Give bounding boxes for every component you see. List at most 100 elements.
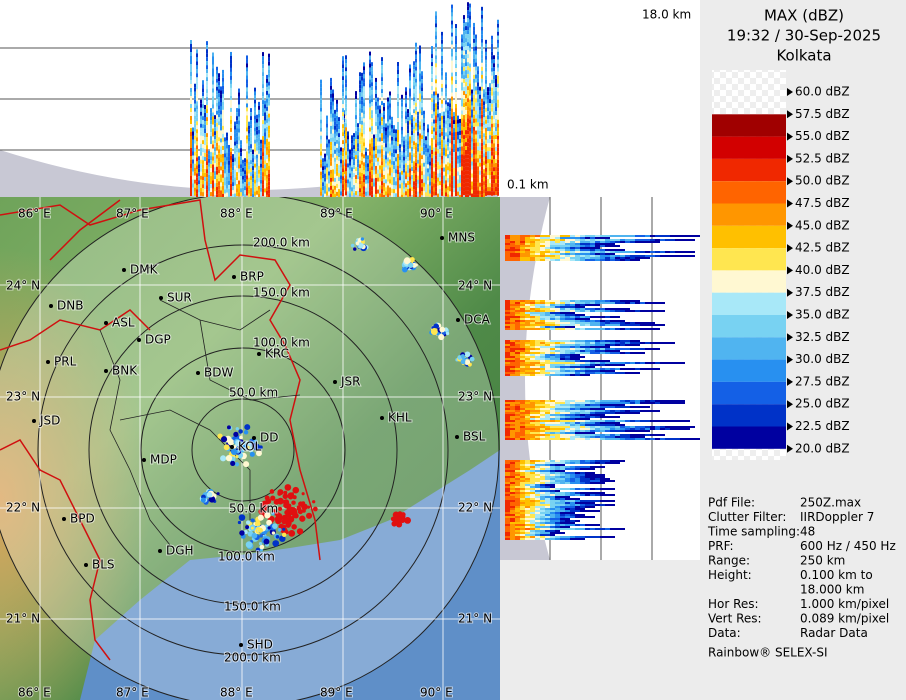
echo	[635, 362, 640, 364]
echo	[415, 74, 417, 79]
echo	[640, 324, 645, 326]
echo	[487, 103, 489, 108]
echo	[455, 36, 457, 41]
echo	[425, 172, 427, 177]
echo	[375, 141, 377, 146]
echo	[355, 123, 357, 128]
echo	[585, 253, 590, 255]
echo	[345, 183, 347, 188]
echo	[332, 189, 334, 194]
echo	[485, 163, 487, 168]
echo	[439, 165, 441, 170]
echo	[361, 100, 363, 105]
echo	[575, 249, 580, 251]
echo	[336, 159, 338, 164]
echo	[242, 167, 244, 172]
echo	[383, 162, 385, 167]
echo	[427, 152, 429, 157]
echo	[595, 402, 600, 404]
echo	[415, 146, 417, 151]
echo	[397, 102, 399, 107]
echo	[525, 356, 530, 358]
echo	[421, 107, 423, 112]
echo	[550, 412, 555, 414]
echo	[421, 147, 423, 152]
echo	[525, 239, 530, 241]
echo	[377, 181, 379, 186]
echo	[429, 169, 431, 174]
echo	[510, 350, 515, 352]
echo	[625, 251, 630, 253]
echo	[620, 362, 625, 364]
echo	[379, 125, 381, 130]
echo	[610, 340, 615, 342]
echo	[505, 360, 510, 362]
echo	[610, 324, 615, 326]
echo	[433, 107, 435, 112]
echo	[212, 72, 214, 77]
echo	[605, 302, 610, 304]
echo	[431, 70, 433, 75]
echo	[520, 350, 525, 352]
echo	[403, 164, 405, 169]
echo	[373, 162, 375, 167]
echo	[250, 112, 252, 117]
echo	[204, 145, 206, 150]
echo	[214, 143, 216, 148]
echo	[411, 191, 413, 196]
echo	[435, 143, 437, 148]
echo	[256, 166, 258, 171]
echo	[515, 245, 520, 247]
echo	[447, 182, 449, 187]
echo	[214, 191, 216, 196]
echo	[510, 366, 515, 368]
echo	[437, 141, 439, 146]
echo	[645, 255, 650, 257]
echo	[457, 115, 459, 120]
echo	[441, 115, 443, 120]
echo	[379, 105, 381, 110]
echo	[595, 428, 600, 430]
echo	[198, 160, 200, 165]
echo	[246, 147, 248, 152]
echo	[530, 328, 535, 330]
echo	[405, 123, 407, 128]
echo	[234, 165, 236, 170]
echo	[363, 98, 365, 103]
echo	[218, 81, 220, 86]
echo	[371, 74, 373, 79]
echo	[435, 155, 437, 160]
echo	[381, 153, 383, 158]
echo	[590, 241, 595, 243]
echo	[357, 155, 359, 160]
echo	[505, 418, 510, 420]
echo	[198, 156, 200, 161]
echo	[401, 166, 403, 171]
echo	[200, 99, 202, 104]
echo	[367, 183, 369, 188]
echo	[332, 193, 334, 198]
echo	[437, 181, 439, 186]
echo	[455, 176, 457, 181]
echo	[475, 98, 477, 103]
echo	[510, 249, 515, 251]
echo	[555, 237, 560, 239]
echo	[198, 184, 200, 189]
echo	[399, 180, 401, 185]
echo	[600, 324, 605, 326]
echo	[485, 159, 487, 164]
echo	[196, 49, 198, 54]
echo	[421, 167, 423, 172]
echo	[196, 93, 198, 98]
echo	[575, 320, 580, 322]
echo	[505, 328, 510, 330]
echo	[489, 191, 491, 196]
echo	[477, 90, 479, 95]
echo	[226, 192, 228, 197]
echo	[565, 356, 570, 358]
echo	[220, 106, 222, 111]
echo	[401, 142, 403, 147]
echo	[212, 192, 214, 197]
echo	[445, 192, 447, 197]
echo	[489, 143, 491, 148]
